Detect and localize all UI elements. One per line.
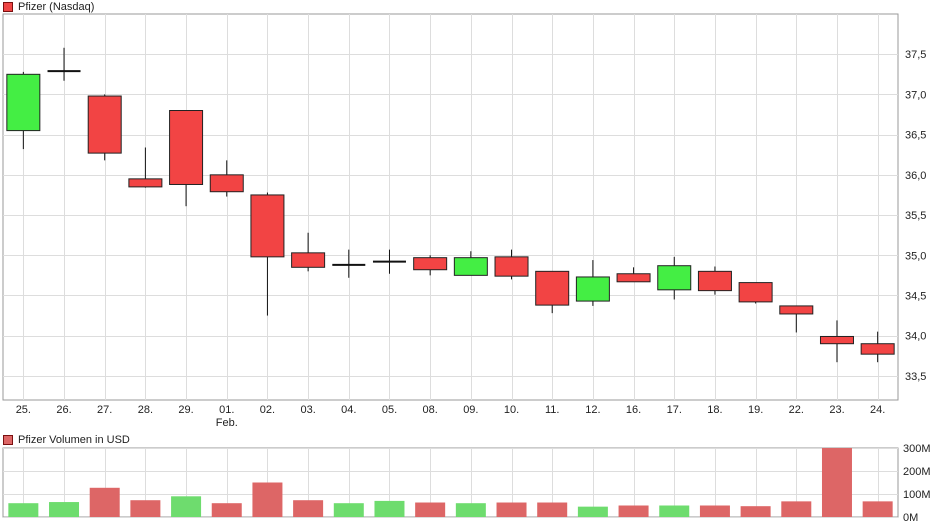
candle-body xyxy=(6,73,41,132)
candle-body xyxy=(87,95,122,154)
price-xtick-label: 28. xyxy=(138,404,153,416)
price-xtick-label: 16. xyxy=(626,404,641,416)
price-ytick-label: 37,5 xyxy=(905,49,926,61)
price-xtick-label: 11. xyxy=(545,404,559,416)
candle-body xyxy=(738,282,773,303)
candle-body xyxy=(616,273,651,283)
price-ytick-label: 35,0 xyxy=(905,250,926,262)
price-xtick-label: 25. xyxy=(16,404,31,416)
volume-axes: 0M 100M 200M 300M xyxy=(903,443,931,524)
volume-bar xyxy=(455,503,486,517)
price-plot-frame xyxy=(2,13,899,401)
candle-body xyxy=(291,252,326,268)
price-xtick-label: 08. xyxy=(423,404,438,416)
volume-bar xyxy=(699,505,730,517)
candle-body xyxy=(169,110,204,185)
price-xtick-label: 17. xyxy=(667,404,682,416)
price-xtick-label: 04. xyxy=(341,404,356,416)
volume-bar xyxy=(821,448,852,517)
price-legend-label: Pfizer (Nasdaq) xyxy=(18,1,95,13)
volume-bar xyxy=(862,501,893,517)
volume-bar xyxy=(252,482,283,517)
price-xtick-label: 23. xyxy=(829,404,844,416)
volume-bar xyxy=(659,505,690,517)
volume-bar xyxy=(171,496,202,517)
price-xtick-sublabel: Feb. xyxy=(216,417,238,429)
candle-body xyxy=(819,335,854,345)
volume-bar xyxy=(618,505,649,517)
volume-ytick-label: 0M xyxy=(903,512,918,524)
candle-body xyxy=(779,305,814,315)
volume-legend-label: Pfizer Volumen in USD xyxy=(18,434,130,446)
volume-bar xyxy=(577,506,608,517)
volume-bar xyxy=(374,500,405,517)
price-xtick-label: 18. xyxy=(707,404,722,416)
volume-legend: Pfizer Volumen in USD xyxy=(3,434,130,446)
price-xtick-label: 02. xyxy=(260,404,275,416)
price-xtick-label: 29. xyxy=(178,404,193,416)
volume-ytick-label: 300M xyxy=(903,443,931,455)
volume-bar xyxy=(211,503,242,517)
candle-body xyxy=(860,343,895,355)
volume-bar xyxy=(293,500,324,517)
price-xtick-label: 22. xyxy=(789,404,804,416)
volume-bar xyxy=(49,502,80,517)
volume-bar xyxy=(8,503,39,517)
price-ytick-label: 35,5 xyxy=(905,210,926,222)
price-xtick-label: 12. xyxy=(585,404,600,416)
price-ytick-label: 33,5 xyxy=(905,371,926,383)
candle-body xyxy=(128,178,163,188)
price-xtick-label: 01. xyxy=(219,404,234,416)
price-xtick-label: 19. xyxy=(748,404,763,416)
candle-body xyxy=(697,270,732,292)
volume-ytick-label: 200M xyxy=(903,466,931,478)
price-xtick-label: 24. xyxy=(870,404,885,416)
price-legend: Pfizer (Nasdaq) xyxy=(3,1,94,13)
price-legend-swatch xyxy=(3,2,13,12)
volume-bar xyxy=(496,502,527,517)
volume-ytick-label: 100M xyxy=(903,489,931,501)
volume-bar xyxy=(781,501,812,517)
volume-bar xyxy=(415,502,446,517)
volume-bar xyxy=(537,502,568,517)
price-xtick-label: 03. xyxy=(300,404,315,416)
price-ytick-label: 34,5 xyxy=(905,290,926,302)
candle-body xyxy=(657,265,692,291)
price-xtick-label: 10. xyxy=(504,404,519,416)
volume-bar xyxy=(740,506,771,517)
price-xtick-label: 26. xyxy=(56,404,71,416)
price-ytick-label: 36,0 xyxy=(905,170,926,182)
price-ytick-label: 34,0 xyxy=(905,331,926,343)
volume-legend-swatch xyxy=(3,435,13,445)
candle-body xyxy=(453,257,488,276)
price-grid xyxy=(2,13,899,401)
volume-bar xyxy=(333,503,364,517)
volume-bar xyxy=(130,500,161,517)
candle-body xyxy=(535,270,570,306)
candle-body xyxy=(250,194,285,258)
price-xtick-label: 05. xyxy=(382,404,397,416)
price-xtick-label: 09. xyxy=(463,404,478,416)
price-ytick-label: 36,5 xyxy=(905,130,926,142)
candle-body xyxy=(494,256,529,277)
candle-body xyxy=(413,257,448,271)
price-candles xyxy=(6,47,895,363)
volume-bars xyxy=(8,448,893,517)
price-axes: 33,5 34,0 34,5 35,0 35,5 36,0 36,5 37,0 37,5 25. 2… xyxy=(16,49,927,429)
price-ytick-label: 37,0 xyxy=(905,89,926,101)
volume-bar xyxy=(89,487,120,517)
candle-body xyxy=(209,174,244,193)
candle-body xyxy=(575,276,610,302)
price-xtick-label: 27. xyxy=(97,404,112,416)
